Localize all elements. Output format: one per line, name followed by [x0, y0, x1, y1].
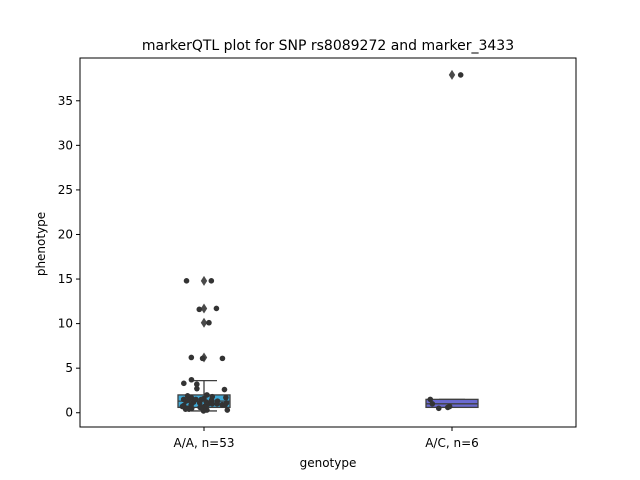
data-point — [223, 400, 230, 406]
plot-frame — [79, 57, 577, 428]
data-point — [199, 355, 206, 362]
y-tick-label: 35 — [58, 94, 73, 108]
chart-title: markerQTL plot for SNP rs8089272 and mar… — [142, 38, 514, 54]
data-point — [435, 405, 442, 412]
y-tick-label: 10 — [58, 317, 73, 331]
outlier-marker — [448, 69, 456, 80]
x-tick-label: A/C, n=6 — [425, 436, 479, 450]
y-tick-label: 20 — [58, 227, 73, 241]
data-point — [194, 381, 200, 388]
data-point — [181, 380, 187, 387]
y-tick-label: 0 — [65, 406, 73, 420]
x-axis-label: genotype — [300, 456, 357, 470]
data-point — [221, 386, 228, 393]
data-point — [198, 396, 205, 403]
plot-area — [177, 69, 479, 414]
data-point — [193, 396, 199, 403]
data-point — [444, 404, 451, 411]
data-point — [224, 407, 231, 413]
data-point — [457, 72, 464, 78]
axes: 0 5 10 15 20 25 30 35 A/A, n=53 A/C, n=6 — [58, 94, 479, 450]
data-point — [203, 399, 210, 405]
data-point — [188, 376, 195, 383]
data-point — [196, 306, 203, 313]
outlier-marker — [200, 317, 208, 328]
y-tick-label: 25 — [58, 183, 73, 197]
data-point — [206, 319, 212, 326]
x-tick-label: A/A, n=53 — [173, 436, 234, 450]
y-tick-label: 15 — [58, 272, 73, 286]
data-point — [194, 385, 200, 392]
data-point — [213, 305, 220, 312]
data-point — [429, 401, 436, 407]
data-point — [184, 405, 191, 412]
data-point — [208, 278, 215, 284]
data-point — [219, 355, 226, 362]
data-point — [183, 278, 190, 284]
outlier-marker — [200, 275, 208, 286]
data-point — [427, 396, 434, 403]
data-point — [188, 354, 195, 361]
data-point — [204, 392, 210, 398]
data-point — [198, 404, 205, 411]
y-tick-label: 30 — [58, 138, 73, 152]
y-axis-label: phenotype — [34, 212, 48, 276]
data-point — [209, 393, 216, 400]
outlier-marker — [200, 303, 208, 314]
data-point — [185, 397, 191, 404]
y-tick-label: 5 — [65, 361, 73, 375]
data-point — [184, 393, 191, 399]
data-point — [209, 401, 216, 407]
data-point — [188, 401, 194, 408]
data-point — [179, 403, 186, 410]
data-point — [214, 401, 220, 407]
data-point — [223, 394, 229, 401]
